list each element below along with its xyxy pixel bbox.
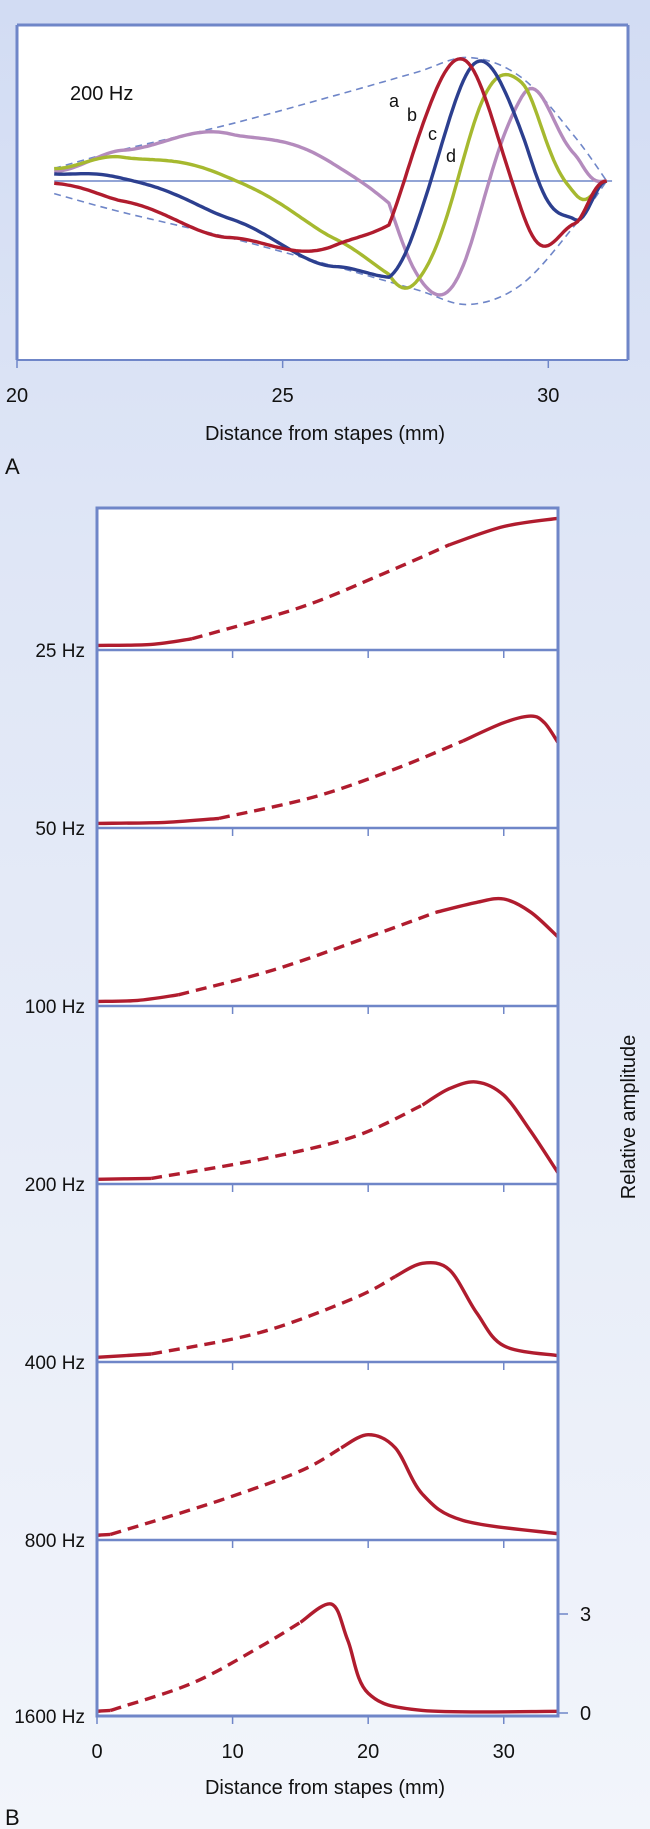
subplot-background	[97, 828, 558, 1006]
curve-dashed-middle	[177, 910, 437, 997]
curve-dashed-middle	[150, 1274, 397, 1356]
amplitude-curve-100hz	[96, 896, 560, 1004]
panel-a-x-tick-label: 30	[537, 385, 559, 407]
curve-solid-end	[448, 516, 559, 547]
panel-a-plot-area	[17, 25, 628, 360]
subplot-background	[97, 1184, 558, 1362]
subplot-background	[97, 1540, 558, 1716]
panel-b-x-tick-label: 20	[357, 1741, 379, 1763]
panel-b-x-label: Distance from stapes (mm)	[205, 1777, 445, 1799]
curve-solid-start	[96, 1532, 111, 1537]
amplitude-curve-200hz	[96, 1080, 560, 1181]
curve-dashed-middle	[150, 1103, 424, 1181]
panel-b-x-tick-label: 10	[221, 1741, 243, 1763]
panel-b-y-ticks: 03	[558, 1604, 591, 1725]
panel-b-subplots: 25 Hz 50 Hz 100 Hz 200 Hz 400 Hz 800 Hz 1600 H…	[14, 508, 560, 1728]
curve-solid-start	[96, 1708, 111, 1713]
curve-solid-start	[96, 816, 220, 826]
curve-solid-end	[394, 1261, 559, 1358]
series-b-wave	[54, 59, 608, 279]
subplot-background	[97, 650, 558, 828]
panel-a-x-tick-label: 25	[272, 385, 294, 407]
frequency-label: 400 Hz	[25, 1353, 85, 1374]
panel-a-annotation: 200 Hz	[70, 83, 133, 105]
curve-solid-start	[96, 993, 179, 1004]
curve-dashed-middle	[110, 1446, 342, 1537]
series-d-label: d	[446, 146, 456, 166]
series-c-label: c	[428, 124, 437, 144]
panel-b-x-tick-label: 30	[493, 1741, 515, 1763]
frequency-label: 200 Hz	[25, 1175, 85, 1196]
frequency-label: 100 Hz	[25, 997, 85, 1018]
curve-solid-start	[96, 1176, 152, 1181]
subplot-background	[97, 1362, 558, 1540]
curve-solid-start	[96, 1352, 152, 1359]
panel-b-y-tick-label: 0	[580, 1703, 591, 1725]
curve-solid-end	[299, 1602, 559, 1714]
panel-a-x-label: Distance from stapes (mm)	[205, 423, 445, 445]
panel-b-y-label: Relative amplitude	[618, 1035, 640, 1200]
panel-a-x-tick-label: 20	[6, 385, 28, 407]
curve-solid-end	[462, 714, 560, 744]
panel-b-x-ticks: 0 10 20 30	[91, 1716, 515, 1763]
amplitude-curve-50hz	[96, 714, 560, 826]
panel-a-envelope-upper	[53, 56, 608, 182]
curve-solid-end	[340, 1432, 559, 1536]
panel-b-letter: B	[5, 1805, 20, 1829]
series-c-wave	[54, 72, 608, 290]
curve-dashed-middle	[218, 739, 464, 821]
curve-dashed-middle	[110, 1620, 302, 1713]
subplot-background	[97, 1006, 558, 1184]
panel-a-x-ticks: 20 25 30	[6, 360, 559, 407]
panel-b: 25 Hz 50 Hz 100 Hz 200 Hz 400 Hz 800 Hz 1600 H…	[5, 506, 640, 1829]
curve-solid-end	[421, 1080, 560, 1174]
panel-b-x-tick-label: 0	[91, 1741, 102, 1763]
panel-a-frame	[15, 23, 630, 360]
curve-dashed-middle	[191, 543, 451, 641]
panel-b-y-tick-label: 3	[580, 1604, 591, 1626]
frequency-label: 25 Hz	[35, 641, 85, 662]
panel-a-letter: A	[5, 454, 20, 479]
series-b-label: b	[407, 105, 417, 125]
amplitude-curve-25hz	[96, 516, 559, 648]
amplitude-curve-400hz	[96, 1261, 559, 1359]
series-a-label: a	[389, 91, 400, 111]
curve-solid-end	[435, 896, 560, 939]
series-a-wave	[54, 57, 607, 253]
curve-solid-start	[96, 637, 193, 648]
panel-b-frame	[95, 506, 560, 1718]
frequency-label: 800 Hz	[25, 1531, 85, 1552]
frequency-label: 50 Hz	[35, 819, 85, 840]
frequency-label: 1600 Hz	[14, 1707, 85, 1728]
panel-a: 200 Hz a b c d 20 25 30 Distance from stap…	[5, 23, 630, 479]
